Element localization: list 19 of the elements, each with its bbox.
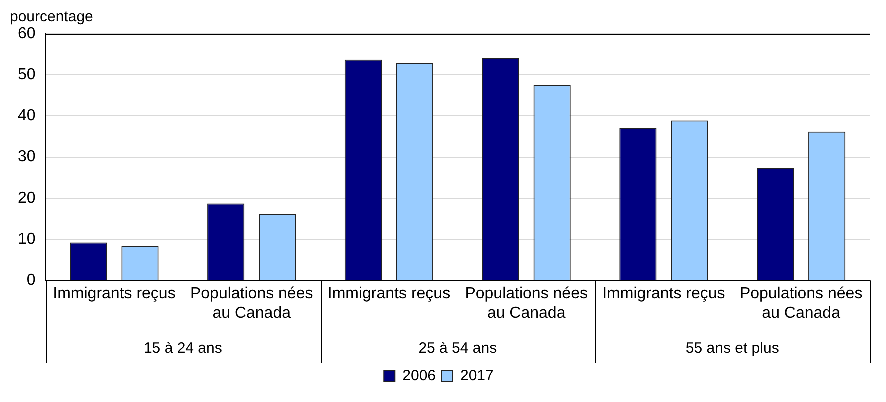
text: 15 à 24 ans bbox=[144, 340, 222, 358]
y-axis-title: pourcentage bbox=[10, 8, 94, 26]
y-tick-label: 10 bbox=[18, 230, 36, 248]
y-tick-label: 0 bbox=[26, 272, 36, 290]
y-tick-label: 20 bbox=[18, 190, 36, 207]
legend-label: 2017 bbox=[460, 368, 494, 385]
x-tick-label: Populations nées au Canada bbox=[465, 286, 588, 322]
x-tick-label: Populations nées au Canada bbox=[190, 286, 314, 322]
x-tick-label: Immigrants reçus bbox=[53, 286, 176, 303]
text: 25 à 54 ans bbox=[418, 340, 498, 358]
x-tick-label: Immigrants reçus bbox=[328, 286, 451, 303]
legend-label: 2006 bbox=[402, 368, 436, 385]
y-tick-label: 50 bbox=[18, 66, 36, 84]
y-tick-label: 60 bbox=[18, 25, 36, 42]
x-tick-label: Immigrants reçus bbox=[602, 286, 726, 303]
y-tick-label: 40 bbox=[18, 108, 36, 125]
y-tick-label: 30 bbox=[18, 148, 36, 166]
text: 55 ans et plus bbox=[686, 340, 780, 358]
x-tick-label: Populations nées au Canada bbox=[740, 286, 863, 322]
